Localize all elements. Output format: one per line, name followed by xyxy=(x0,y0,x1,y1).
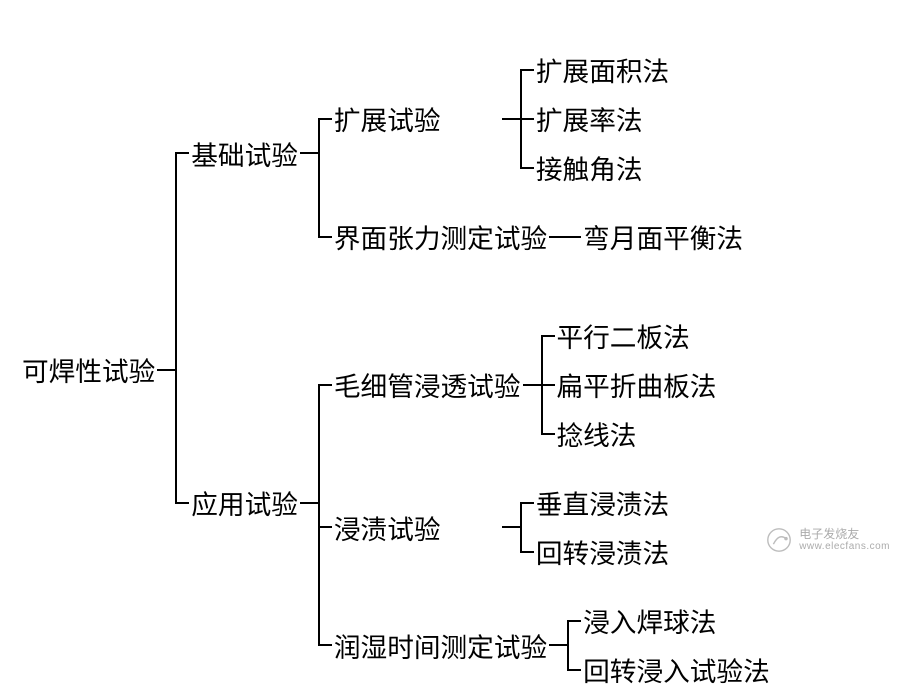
connector-lead xyxy=(300,502,318,504)
tree-node: 毛细管浸透试验平行二板法扁平折曲板法捻线法 xyxy=(332,316,719,453)
node-label: 捻线法 xyxy=(555,414,639,453)
tree-node: 弯月面平衡法 xyxy=(581,217,745,256)
tree-node: 回转浸入试验法 xyxy=(581,650,772,689)
node-label: 扩展率法 xyxy=(534,99,645,138)
connector-lead xyxy=(549,236,567,238)
node-label: 润湿时间测定试验 xyxy=(332,626,549,665)
watermark-icon xyxy=(765,526,793,554)
tree-node: 浸入焊球法 xyxy=(581,601,718,640)
connector-lead xyxy=(157,369,175,371)
tree-node: 接触角法 xyxy=(534,148,645,187)
connector-tick xyxy=(567,669,581,671)
node-label: 浸入焊球法 xyxy=(581,601,718,640)
tree-node: 浸渍试验垂直浸渍法回转浸渍法 xyxy=(332,483,671,571)
connector-lead xyxy=(502,526,520,528)
tree-node: 基础试验扩展试验扩展面积法扩展率法接触角法界面张力测定试验弯月面平衡法 xyxy=(189,50,745,256)
connector-lead xyxy=(300,152,318,154)
node-label: 扩展试验 xyxy=(332,99,502,138)
node-label: 毛细管浸透试验 xyxy=(332,365,523,404)
connector-lead xyxy=(502,118,520,120)
connector-tick xyxy=(318,118,332,120)
node-label: 扩展面积法 xyxy=(534,50,671,89)
node-label: 弯月面平衡法 xyxy=(581,217,745,256)
tree-node: 扩展面积法 xyxy=(534,50,671,89)
connector-tick xyxy=(318,526,332,528)
tree-node: 界面张力测定试验弯月面平衡法 xyxy=(332,217,745,256)
node-label: 回转浸渍法 xyxy=(534,532,671,571)
tree-node: 应用试验毛细管浸透试验平行二板法扁平折曲板法捻线法浸渍试验垂直浸渍法回转浸渍法润… xyxy=(189,316,771,689)
node-label: 接触角法 xyxy=(534,148,645,187)
connector-tick xyxy=(541,433,555,435)
node-label: 扁平折曲板法 xyxy=(555,365,719,404)
tree-node: 可焊性试验 基础试验扩展试验扩展面积法扩展率法接触角法界面张力测定试验弯月面平衡法… xyxy=(20,50,772,689)
node-label: 可焊性试验 xyxy=(20,350,157,389)
tree-node: 垂直浸渍法 xyxy=(534,483,671,522)
tree-node: 平行二板法 xyxy=(555,316,692,355)
connector-tick xyxy=(567,236,581,238)
tree-node: 扩展率法 xyxy=(534,99,645,138)
connector-tick xyxy=(520,502,534,504)
connector-tick xyxy=(520,167,534,169)
tree-node: 扩展试验扩展面积法扩展率法接触角法 xyxy=(332,50,671,187)
tree-diagram: 可焊性试验 基础试验扩展试验扩展面积法扩展率法接触角法界面张力测定试验弯月面平衡法… xyxy=(20,50,772,689)
connector-tick xyxy=(318,384,332,386)
node-label: 基础试验 xyxy=(189,134,300,173)
node-label: 界面张力测定试验 xyxy=(332,217,549,256)
watermark: 电子发烧友 www.elecfans.com xyxy=(765,526,890,554)
connector-tick xyxy=(175,152,189,154)
connector-lead xyxy=(523,384,541,386)
watermark-line2: www.elecfans.com xyxy=(799,541,890,552)
node-label: 浸渍试验 xyxy=(332,508,502,547)
tree-node: 回转浸渍法 xyxy=(534,532,671,571)
connector-tick xyxy=(520,69,534,71)
tree-node: 捻线法 xyxy=(555,414,639,453)
connector-tick xyxy=(567,620,581,622)
connector-tick xyxy=(541,384,555,386)
node-label: 平行二板法 xyxy=(555,316,692,355)
connector-tick xyxy=(318,644,332,646)
node-label: 应用试验 xyxy=(189,483,300,522)
connector-tick xyxy=(520,551,534,553)
connector-tick xyxy=(520,118,534,120)
node-label: 垂直浸渍法 xyxy=(534,483,671,522)
connector-tick xyxy=(318,236,332,238)
tree-node: 润湿时间测定试验浸入焊球法回转浸入试验法 xyxy=(332,601,772,689)
connector-lead xyxy=(549,644,567,646)
tree-node: 扁平折曲板法 xyxy=(555,365,719,404)
watermark-line1: 电子发烧友 xyxy=(799,528,890,541)
connector-tick xyxy=(175,502,189,504)
node-label: 回转浸入试验法 xyxy=(581,650,772,689)
connector-tick xyxy=(541,335,555,337)
